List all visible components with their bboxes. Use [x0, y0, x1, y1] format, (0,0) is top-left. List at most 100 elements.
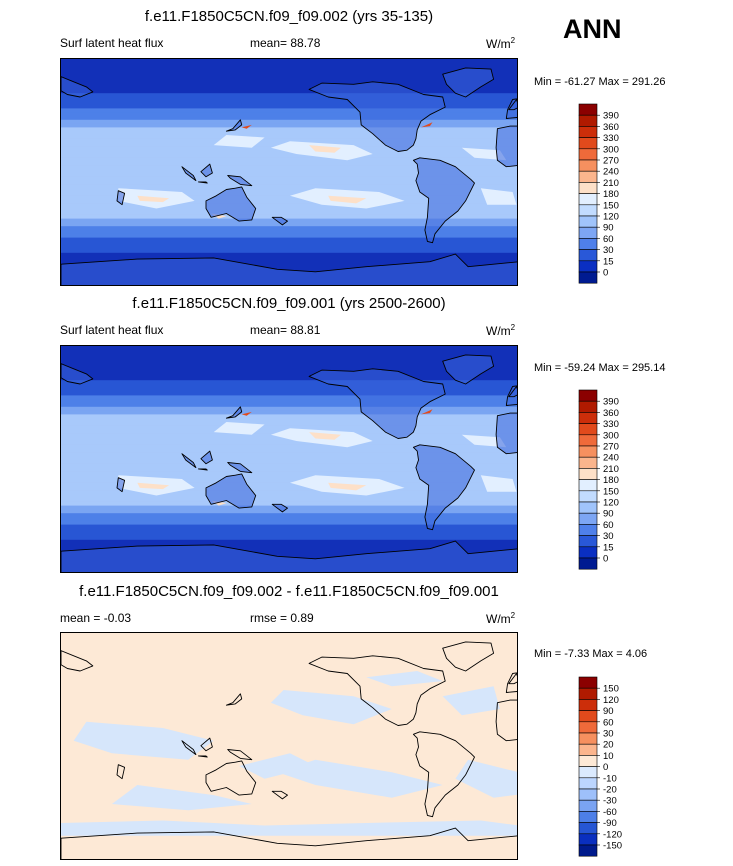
flux-band [61, 104, 517, 109]
colorbar-label: 180 [603, 189, 619, 200]
panel-2-field-label: Surf latent heat flux [60, 323, 164, 337]
colorbar-swatch [578, 182, 598, 194]
colorbar-label: 0 [603, 268, 608, 279]
colorbar-swatch [578, 456, 598, 469]
colorbar-label: 90 [603, 706, 614, 717]
colorbar-swatch [578, 204, 598, 217]
flux-band [61, 486, 517, 491]
flux-band [61, 81, 517, 87]
flux-band [61, 66, 517, 71]
colorbar-swatch [578, 260, 598, 273]
flux-band [61, 108, 517, 113]
colorbar-swatch [578, 687, 598, 700]
coastline [61, 363, 94, 385]
flux-band [61, 154, 517, 159]
panel-3-rmse: rmse = 0.89 [250, 611, 314, 625]
colorbar-swatch [578, 546, 598, 559]
colorbar-swatch [578, 799, 598, 812]
panel-2-units: W/m2 [486, 323, 516, 338]
peak-flux-region [309, 145, 341, 153]
flux-band [61, 62, 517, 68]
coastline [442, 641, 495, 672]
coastline [227, 462, 253, 474]
flux-band [61, 214, 517, 220]
flux-band [61, 456, 517, 461]
difference-region [442, 686, 500, 716]
flux-band [61, 501, 517, 507]
coastline [308, 655, 446, 726]
coastline [61, 827, 517, 859]
coastline [197, 181, 208, 184]
difference-region [111, 785, 252, 811]
flux-band [61, 547, 517, 552]
coastline [61, 76, 94, 98]
colorbar-swatch [578, 137, 598, 150]
panel-2-mean: mean= 88.81 [250, 323, 321, 337]
coastline [508, 673, 517, 685]
flux-band [61, 532, 517, 537]
coastline [227, 175, 253, 187]
flux-band [61, 406, 517, 412]
coastline [61, 253, 517, 285]
flux-band [61, 437, 517, 442]
colorbar-swatch [578, 501, 598, 514]
coastline [200, 450, 213, 465]
coastline [181, 740, 197, 756]
coastline [227, 749, 253, 761]
colorbar-swatch [578, 148, 598, 161]
flux-band [61, 195, 517, 201]
flux-band [61, 357, 517, 362]
colorbar-swatch [578, 833, 598, 846]
high-flux-region [213, 135, 265, 148]
coastline [495, 125, 517, 168]
colorbar-swatch [578, 103, 598, 116]
flux-band [61, 218, 517, 223]
flux-band [61, 376, 517, 381]
colorbar-label: 210 [603, 178, 619, 189]
high-flux-region [461, 147, 507, 161]
flux-band [61, 74, 517, 79]
colorbar-label: 120 [603, 212, 619, 223]
panel-1-minmax: Min = -61.27 Max = 291.26 [534, 76, 666, 88]
flux-band [61, 368, 517, 374]
colorbar-label: 150 [603, 486, 619, 497]
flux-band [61, 203, 517, 208]
panel-3-mean: mean = -0.03 [60, 611, 132, 625]
difference-region [73, 721, 214, 760]
flux-band [61, 226, 517, 231]
coastline [225, 693, 243, 706]
colorbar-swatch [578, 755, 598, 767]
flux-band [61, 249, 517, 254]
coastline [116, 477, 126, 493]
flux-band [61, 150, 517, 155]
flux-band [61, 135, 517, 140]
colorbar-swatch [578, 193, 598, 206]
colorbar-swatch [578, 676, 598, 689]
flux-band [61, 131, 517, 136]
coastline [116, 190, 126, 206]
coastline [205, 760, 257, 796]
flux-band [61, 414, 517, 419]
panel-3-map [60, 632, 518, 860]
flux-band [61, 116, 517, 121]
flux-band [61, 353, 517, 358]
colorbar-label: 10 [603, 751, 614, 762]
coastline [181, 166, 197, 182]
colorbar-swatch [578, 490, 598, 503]
panel-3-minmax: Min = -7.33 Max = 4.06 [534, 648, 648, 660]
high-flux-region [213, 422, 265, 435]
colorbar-label: -60 [603, 807, 617, 818]
colorbar-label: 15 [603, 256, 614, 267]
flux-band [61, 399, 517, 404]
colorbar-swatch [578, 159, 598, 172]
colorbar-label: 30 [603, 531, 614, 542]
flux-band [61, 207, 517, 212]
panel-1-colorbar: 390 360 330 300 270 240 210 180 150 120 90 60 30 15 0 [578, 103, 639, 284]
boundary-current-hotspot [421, 409, 433, 415]
flux-band [61, 482, 517, 488]
flux-band [61, 346, 517, 351]
high-flux-region [480, 188, 517, 205]
colorbar-swatch [578, 710, 598, 723]
flux-band [61, 349, 517, 355]
panel-2-minmax: Min = -59.24 Max = 295.14 [534, 362, 666, 374]
